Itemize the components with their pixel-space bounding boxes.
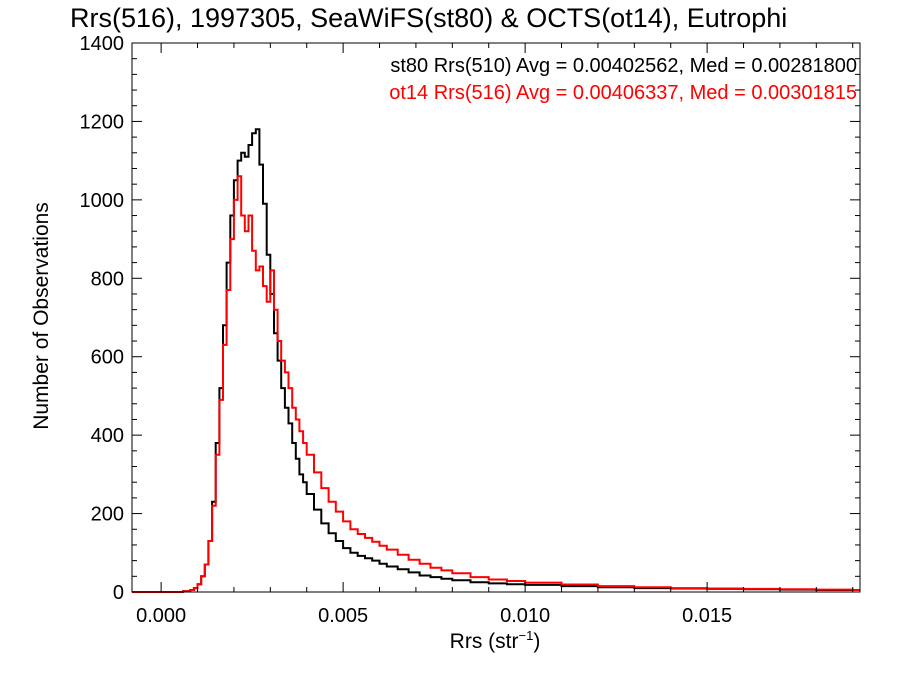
y-axis-label: Number of Observations [30, 202, 53, 430]
y-tick-label: 1200 [80, 111, 125, 133]
x-tick-label: 0.000 [136, 605, 186, 627]
x-tick-label: 0.005 [318, 605, 368, 627]
plot-frame [131, 42, 861, 593]
legend-entry-st80: st80 Rrs(510) Avg = 0.00402562, Med = 0.… [390, 55, 857, 77]
x-tick-label: 0.015 [682, 605, 732, 627]
y-tick-label: 200 [91, 504, 124, 526]
x-tick-label: 0.010 [500, 605, 550, 627]
plot-area: 0.000 0.005 0.010 0.015 0 200 400 600 800 1000 12… [80, 33, 861, 627]
y-tick-label: 800 [91, 268, 124, 290]
series-line-st80 [132, 128, 860, 593]
chart-title: Rrs(516), 1997305, SeaWiFS(st80) & OCTS(… [70, 3, 787, 33]
legend-entry-ot14: ot14 Rrs(516) Avg = 0.00406337, Med = 0.… [389, 82, 857, 104]
y-tick-label: 0 [113, 582, 124, 604]
y-tick-label: 400 [91, 425, 124, 447]
x-axis-label-main: Rrs (str [450, 630, 519, 653]
y-tick-label: 1000 [80, 190, 125, 212]
x-axis-label-superscript: −1 [519, 628, 534, 643]
series-line-ot14 [132, 175, 860, 593]
y-tick-label: 1400 [80, 33, 125, 55]
x-axis-label: Rrs (str−1) [450, 628, 541, 653]
x-axis-label-close: ) [533, 630, 540, 653]
y-tick-label: 600 [91, 347, 124, 369]
